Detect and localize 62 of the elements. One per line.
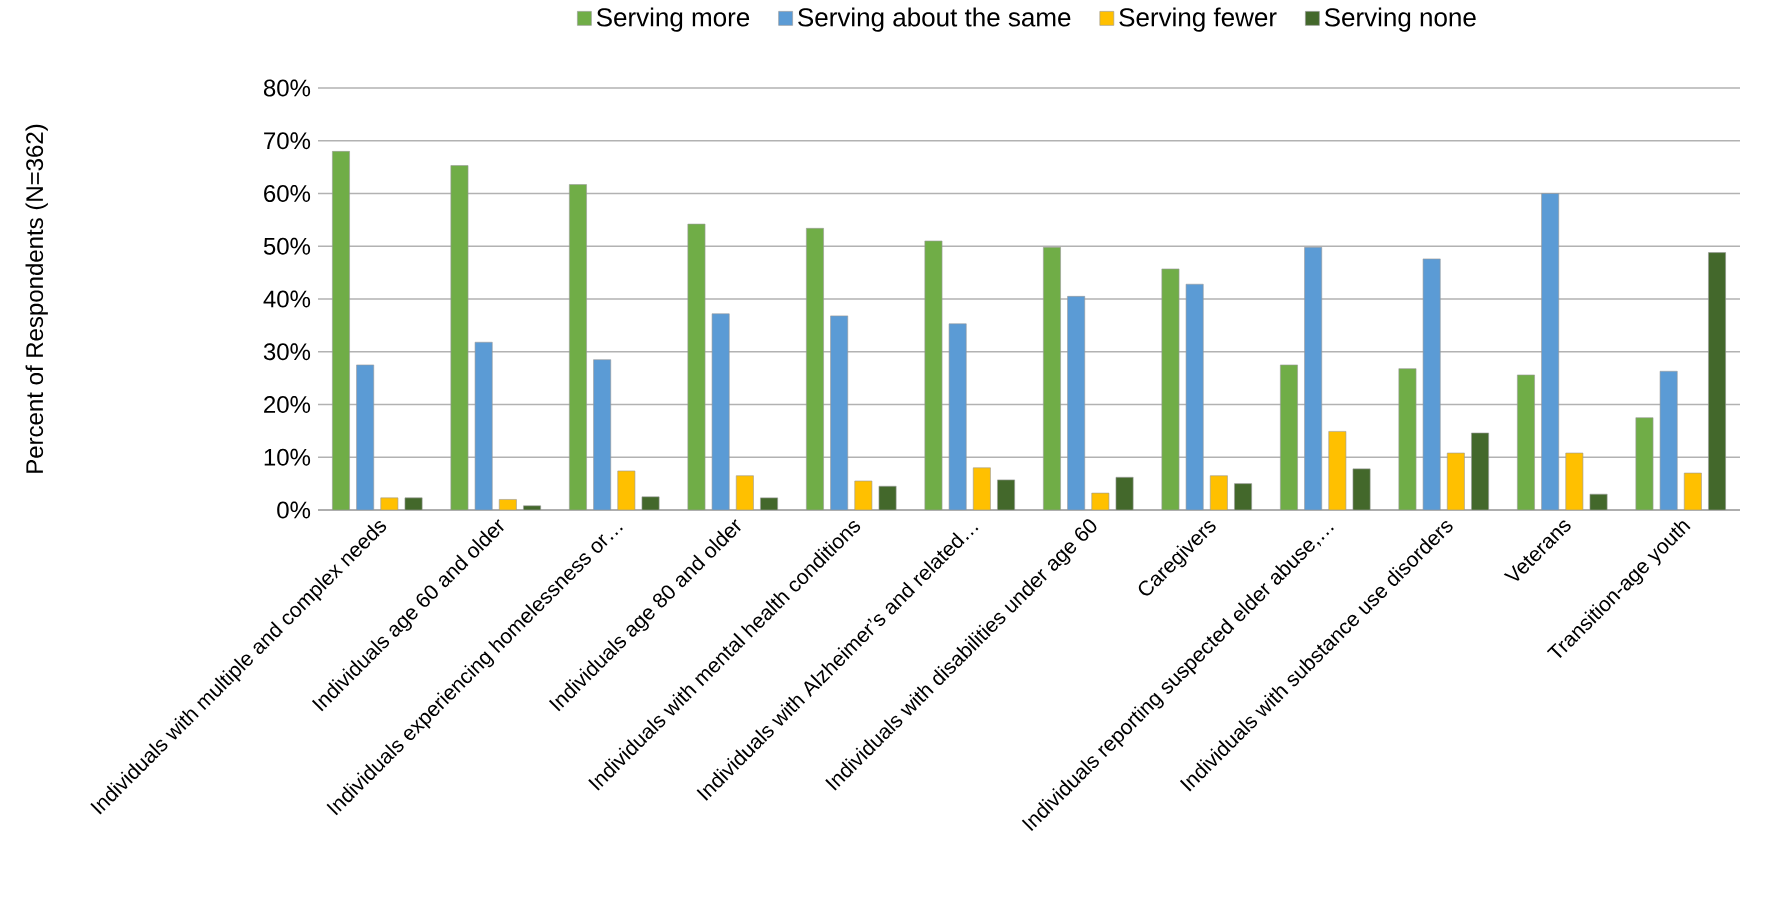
bar (1517, 374, 1535, 510)
bar (1471, 432, 1489, 510)
bar (498, 499, 517, 510)
legend-label: Serving more (596, 7, 750, 32)
bar (972, 467, 991, 510)
bar (404, 497, 423, 510)
bar (380, 497, 399, 510)
bar (830, 315, 849, 510)
y-tick-label: 80% (263, 79, 311, 97)
bar (1091, 492, 1110, 510)
bar (569, 184, 587, 510)
bar (1161, 268, 1180, 510)
bar (924, 240, 943, 510)
bar (474, 341, 493, 510)
bar (523, 505, 541, 510)
bar (948, 323, 967, 510)
bar (593, 359, 612, 510)
bar (1352, 468, 1371, 510)
y-tick-label: 60% (264, 185, 311, 202)
bar (1541, 193, 1560, 510)
bar (1209, 475, 1228, 510)
bar (760, 497, 778, 510)
bar (711, 313, 730, 510)
bar (1446, 452, 1465, 510)
bar (1234, 483, 1252, 510)
legend-label: Serving fewer (1119, 7, 1277, 32)
y-tick-label: 10% (264, 448, 311, 466)
bar (1328, 431, 1347, 510)
bar (1398, 368, 1417, 510)
y-axis-title: Percent of Respondents (N=362) (25, 124, 48, 473)
y-tick-label: 40% (263, 290, 311, 308)
bar (356, 364, 375, 510)
bar (1565, 452, 1584, 510)
y-tick-label: 20% (264, 396, 311, 413)
legend-label: Serving about the same (798, 7, 1071, 32)
bar (1115, 476, 1134, 510)
bar (1589, 493, 1608, 510)
y-tick-label: 0% (277, 501, 311, 519)
bar (641, 496, 660, 510)
bar (878, 485, 897, 510)
bar (1043, 247, 1061, 510)
bar (1067, 296, 1086, 510)
bar (450, 165, 469, 510)
bar (854, 480, 873, 510)
bar (332, 151, 350, 510)
bar (1659, 370, 1678, 510)
bar (617, 470, 636, 510)
bar (735, 475, 754, 510)
bar (1185, 283, 1204, 510)
bar (687, 223, 706, 510)
y-tick-label: 70% (264, 132, 311, 150)
y-tick-label: 50% (263, 237, 311, 255)
bar (1422, 258, 1441, 510)
bar (1280, 364, 1298, 510)
bar (806, 228, 824, 510)
bar (1683, 472, 1702, 510)
legend-label: Serving none (1324, 7, 1476, 32)
y-tick-label: 30% (263, 343, 311, 361)
bar (1304, 247, 1323, 510)
bar (1635, 417, 1654, 510)
bar (1708, 252, 1726, 510)
bar (997, 479, 1015, 510)
